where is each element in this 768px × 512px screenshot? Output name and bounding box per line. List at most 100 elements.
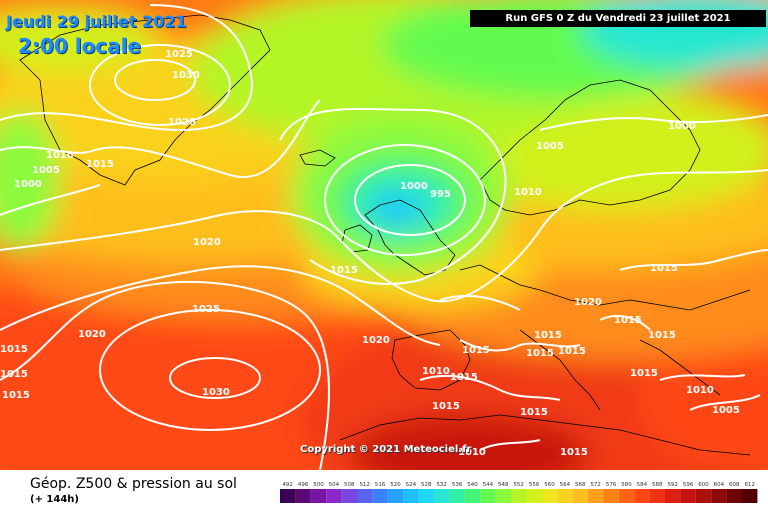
scale-swatch xyxy=(742,489,758,503)
isobar-label: 1025 xyxy=(165,49,193,60)
scale-swatch xyxy=(541,489,558,503)
scale-label: 564 xyxy=(560,482,571,488)
scale-label: 532 xyxy=(436,482,447,488)
scale-swatch xyxy=(649,489,665,503)
scale-label: 612 xyxy=(744,482,755,488)
isobar-label: 1015 xyxy=(432,401,460,412)
isobar-label: 1015 xyxy=(86,159,114,170)
legend-footer: Géop. Z500 & pression au sol (+ 144h) 49… xyxy=(0,470,768,512)
scale-label: 592 xyxy=(667,482,678,488)
scale-swatch xyxy=(711,489,727,503)
scale-label: 496 xyxy=(298,482,309,488)
scale-label: 544 xyxy=(483,482,494,488)
scale-label: 500 xyxy=(313,482,324,488)
scale-label: 492 xyxy=(282,482,293,488)
scale-label: 512 xyxy=(359,482,370,488)
scale-label: 516 xyxy=(375,482,386,488)
scale-swatch xyxy=(326,489,342,503)
scale-label: 568 xyxy=(575,482,586,488)
isobar-label: 1015 xyxy=(534,330,562,341)
isobar-label: 1005 xyxy=(536,141,564,152)
scale-swatch xyxy=(341,489,357,503)
scale-label: 508 xyxy=(344,482,355,488)
isobar-label: 1015 xyxy=(648,330,676,341)
scale-label: 576 xyxy=(606,482,617,488)
isobar-label: 1015 xyxy=(330,265,358,276)
isobar-label: 1010 xyxy=(686,385,714,396)
scale-swatch xyxy=(665,489,681,503)
map-title: Géop. Z500 & pression au sol xyxy=(30,476,237,492)
isobar-labels: 1025 1030 1020 1010 1015 1005 1000 1020 … xyxy=(0,49,740,458)
run-info: Run GFS 0 Z du Vendredi 23 juillet 2021 xyxy=(470,10,766,27)
isobar-label: 1010 xyxy=(458,447,486,458)
scale-swatch xyxy=(680,489,696,503)
isobar-label: 1015 xyxy=(560,447,588,458)
scale-label: 552 xyxy=(513,482,524,488)
scale-label: 584 xyxy=(637,482,648,488)
scale-label: 540 xyxy=(467,482,478,488)
isobar-label: 1005 xyxy=(32,165,60,176)
scale-swatch xyxy=(280,489,296,503)
isobar-label: 995 xyxy=(430,189,451,200)
isobars xyxy=(0,4,768,470)
isobar-label: 1000 xyxy=(400,181,428,192)
forecast-date: Jeudi 29 juillet 2021 xyxy=(6,12,187,31)
isobar-label: 1030 xyxy=(172,70,200,81)
isobar-label: 1020 xyxy=(78,329,106,340)
isobar-label: 1015 xyxy=(0,344,28,355)
scale-swatch xyxy=(403,489,419,503)
scale-label: 580 xyxy=(621,482,632,488)
scale-label: 504 xyxy=(329,482,340,488)
scale-label: 548 xyxy=(498,482,509,488)
isobar-label: 1005 xyxy=(712,405,740,416)
scale-label: 528 xyxy=(421,482,432,488)
scale-swatch xyxy=(526,489,542,503)
isobar-label: 1015 xyxy=(650,263,678,274)
scale-label: 572 xyxy=(590,482,601,488)
isobar-label: 1010 xyxy=(46,150,74,161)
scale-swatch xyxy=(634,489,650,503)
scale-swatch xyxy=(372,489,388,503)
scale-swatch xyxy=(495,489,511,503)
scale-label: 524 xyxy=(406,482,417,488)
scale-swatch xyxy=(618,489,635,503)
isobar-label: 1010 xyxy=(422,366,450,377)
isobar-label: 1030 xyxy=(202,387,230,398)
scale-label: 600 xyxy=(698,482,709,488)
scale-label: 556 xyxy=(529,482,540,488)
isobar-label: 1015 xyxy=(2,390,30,401)
map-canvas: 1025 1030 1020 1010 1015 1005 1000 1020 … xyxy=(0,0,768,470)
scale-swatch xyxy=(464,489,481,503)
isobar-label: 1010 xyxy=(514,187,542,198)
scale-swatch xyxy=(295,489,311,503)
isobar-label: 1015 xyxy=(450,372,478,383)
scale-swatch xyxy=(387,489,404,503)
isobar-label: 1015 xyxy=(558,346,586,357)
scale-swatch xyxy=(310,489,327,503)
isobar-label: 1000 xyxy=(14,179,42,190)
scale-label: 604 xyxy=(714,482,725,488)
scale-swatch xyxy=(480,489,496,503)
scale-swatch xyxy=(557,489,573,503)
scale-swatch xyxy=(449,489,465,503)
scale-label: 588 xyxy=(652,482,663,488)
scale-swatch xyxy=(418,489,434,503)
isobar-label: 1020 xyxy=(362,335,390,346)
scale-label: 596 xyxy=(683,482,694,488)
scale-label: 520 xyxy=(390,482,401,488)
isobar-label: 1020 xyxy=(193,237,221,248)
isobar-label: 1015 xyxy=(520,407,548,418)
color-scale: 492 496 500 504 508 512 516 520 524 528 532 536 540 5… xyxy=(280,482,758,503)
forecast-time: 2:00 locale xyxy=(18,34,142,58)
isobar-label: 1015 xyxy=(630,368,658,379)
weather-map: 1025 1030 1020 1010 1015 1005 1000 1020 … xyxy=(0,0,768,470)
scale-swatch xyxy=(695,489,712,503)
scale-swatch xyxy=(572,489,588,503)
isobar-label: 1020 xyxy=(574,297,602,308)
isobar-label: 1025 xyxy=(192,304,220,315)
scale-label: 608 xyxy=(729,482,740,488)
scale-label: 536 xyxy=(452,482,463,488)
copyright-notice: Copyright © 2021 Meteociel.fr xyxy=(300,444,472,455)
scale-swatch xyxy=(603,489,619,503)
isobar-label: 1015 xyxy=(526,348,554,359)
